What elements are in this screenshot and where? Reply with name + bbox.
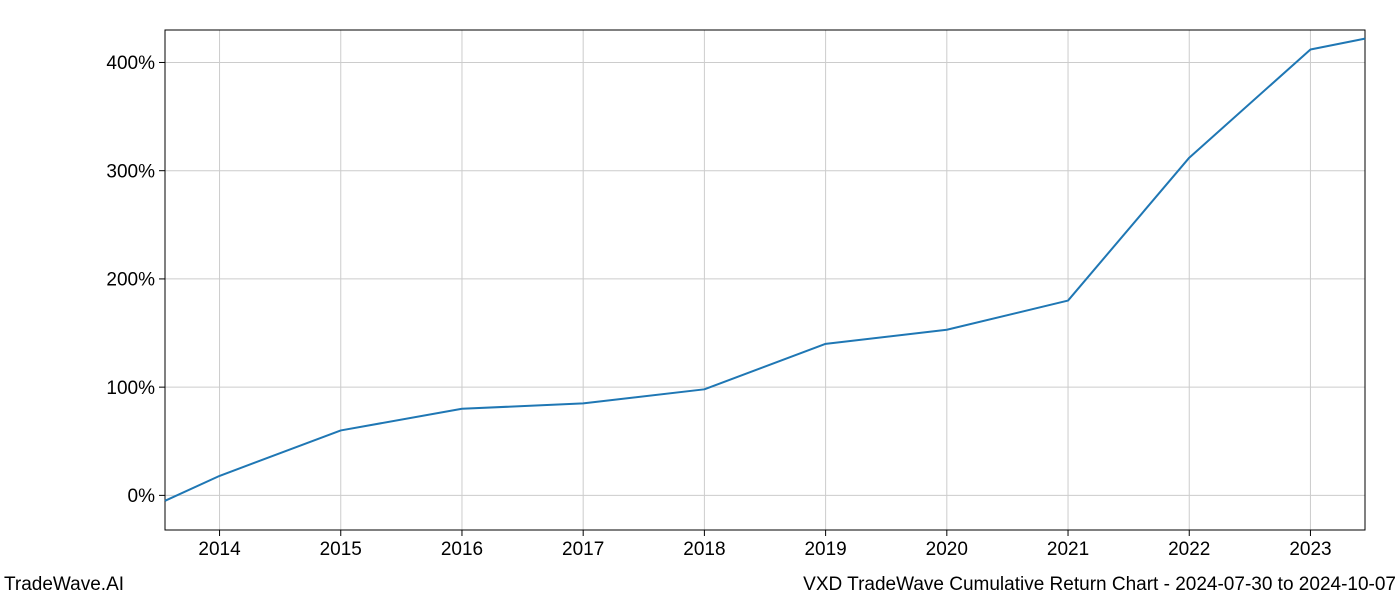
chart-container: 2014 2015 2016 2017 2018 2019 2020 2021 2022 2023… xyxy=(0,0,1400,600)
chart-background xyxy=(0,0,1400,600)
x-tick-label: 2016 xyxy=(441,539,483,560)
x-tick-label: 2015 xyxy=(320,539,362,560)
y-tick-label: 300% xyxy=(106,161,155,182)
x-tick-label: 2020 xyxy=(926,539,968,560)
y-tick-label: 200% xyxy=(106,270,155,291)
x-tick-label: 2022 xyxy=(1168,539,1210,560)
x-tick-label: 2018 xyxy=(683,539,725,560)
x-tick-label: 2019 xyxy=(804,539,846,560)
y-tick-label: 100% xyxy=(106,378,155,399)
footer-right-label: VXD TradeWave Cumulative Return Chart - … xyxy=(803,574,1396,596)
x-tick-label: 2017 xyxy=(562,539,604,560)
footer-left-label: TradeWave.AI xyxy=(4,574,124,596)
x-tick-label: 2014 xyxy=(198,539,241,560)
line-chart: 2014 2015 2016 2017 2018 2019 2020 2021 2022 2023… xyxy=(0,0,1400,600)
x-tick-label: 2023 xyxy=(1289,539,1331,560)
y-tick-label: 400% xyxy=(106,53,155,74)
x-tick-label: 2021 xyxy=(1047,539,1089,560)
y-tick-label: 0% xyxy=(128,486,156,507)
